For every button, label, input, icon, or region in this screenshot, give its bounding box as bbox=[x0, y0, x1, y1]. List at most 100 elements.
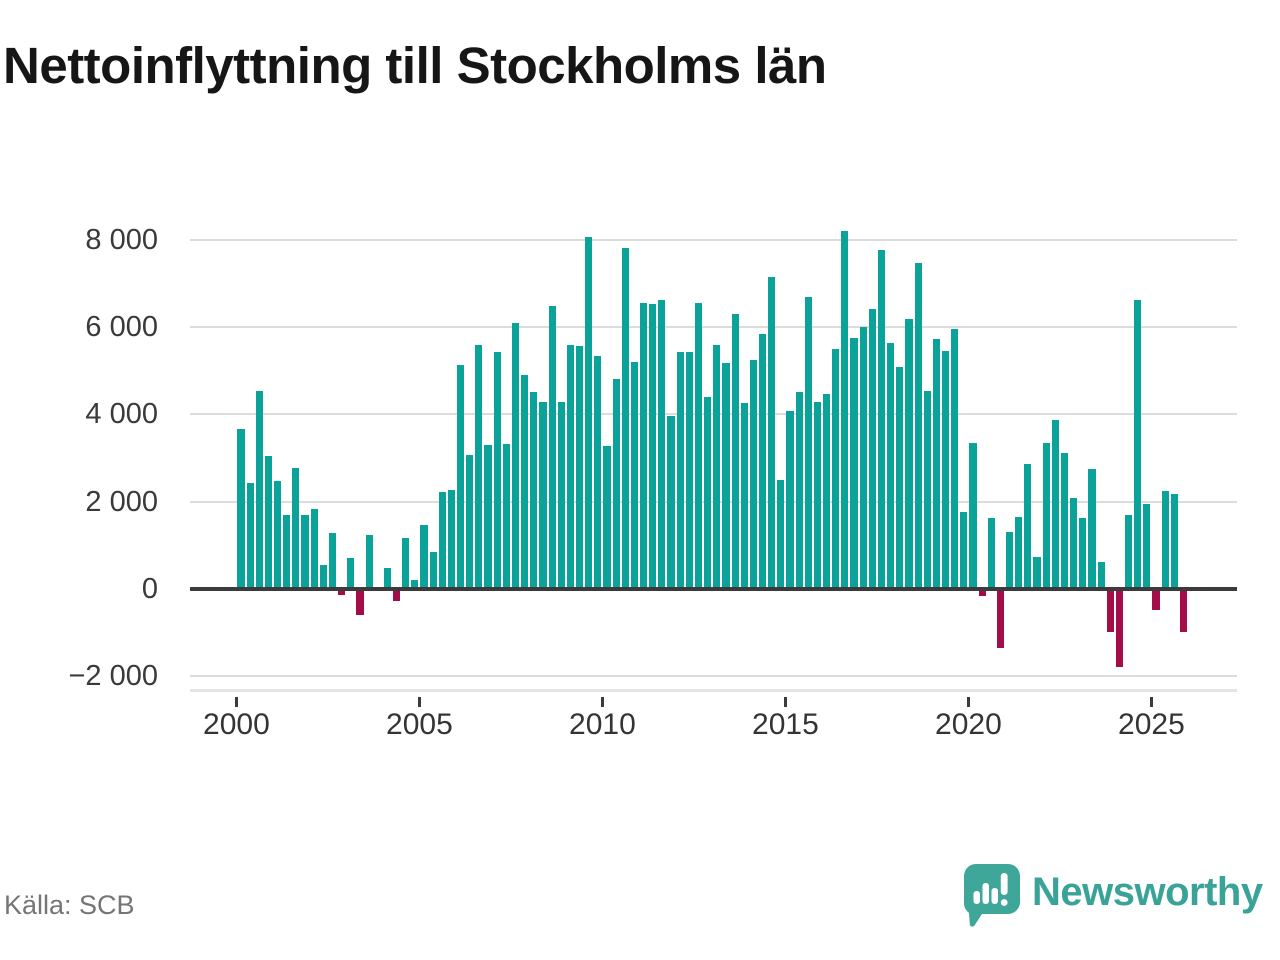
bar-2017-q2 bbox=[868, 309, 876, 589]
bar-2008-q1 bbox=[530, 391, 538, 589]
bar-2010-q4 bbox=[630, 361, 639, 589]
bar-2001-q3 bbox=[292, 468, 300, 589]
gridline-6000 bbox=[190, 326, 1237, 328]
bar-2005-q4 bbox=[447, 490, 456, 589]
bar-2017-q4 bbox=[887, 342, 895, 589]
bar-2007-q1 bbox=[493, 351, 501, 589]
bar-2020-q1 bbox=[969, 442, 977, 589]
bar-2020-q4 bbox=[996, 589, 1005, 648]
bar-2000-q1 bbox=[237, 429, 245, 589]
bar-2009-q4 bbox=[594, 355, 602, 589]
bar-2009-q1 bbox=[566, 344, 574, 589]
bar-2024-q2 bbox=[1124, 514, 1133, 589]
bar-2019-q3 bbox=[951, 328, 959, 589]
bar-2007-q3 bbox=[511, 322, 520, 589]
bar-2013-q1 bbox=[713, 344, 721, 589]
bar-2010-q1 bbox=[603, 445, 611, 589]
x-tick-2005 bbox=[418, 697, 421, 707]
bar-2015-q3 bbox=[804, 296, 812, 589]
bar-2004-q3 bbox=[402, 537, 410, 589]
bar-2014-q1 bbox=[749, 359, 757, 589]
x-tick-label: 2005 bbox=[386, 708, 453, 741]
bar-2025-q3 bbox=[1170, 494, 1178, 589]
y-tick-label: −2 000 bbox=[68, 660, 158, 693]
y-tick-label: 6 000 bbox=[85, 311, 158, 343]
bar-2021-q1 bbox=[1006, 532, 1014, 589]
bar-2008-q4 bbox=[557, 402, 565, 589]
bar-2014-q4 bbox=[777, 480, 785, 589]
bar-2016-q1 bbox=[823, 394, 831, 589]
bar-2000-q3 bbox=[255, 390, 263, 589]
bar-2016-q4 bbox=[850, 337, 858, 589]
bar-2001-q1 bbox=[274, 480, 282, 589]
bar-2005-q2 bbox=[429, 552, 437, 589]
bar-2012-q2 bbox=[685, 352, 693, 589]
bar-2023-q4 bbox=[1106, 589, 1114, 633]
bar-2010-q3 bbox=[621, 248, 629, 589]
bar-2024-q4 bbox=[1143, 504, 1151, 589]
x-tick-label: 2015 bbox=[752, 708, 819, 741]
bar-2010-q2 bbox=[612, 379, 620, 589]
newsworthy-wordmark: Newsworthy bbox=[1032, 870, 1263, 914]
bar-2004-q4 bbox=[411, 580, 419, 589]
bar-2021-q2 bbox=[1015, 517, 1023, 589]
chart-title: Nettoinflyttning till Stockholms län bbox=[3, 37, 827, 94]
bar-2012-q1 bbox=[676, 352, 684, 589]
bar-2023-q2 bbox=[1088, 468, 1096, 589]
source-label: Källa: SCB bbox=[4, 890, 135, 920]
bar-2000-q2 bbox=[246, 482, 254, 589]
bar-2018-q1 bbox=[896, 367, 904, 589]
bar-2022-q2 bbox=[1051, 420, 1059, 589]
bar-2018-q2 bbox=[905, 319, 913, 589]
bar-2009-q3 bbox=[585, 237, 593, 589]
bar-2022-q4 bbox=[1070, 498, 1078, 589]
bar-2020-q2 bbox=[978, 589, 986, 596]
bar-2021-q3 bbox=[1024, 464, 1032, 589]
bar-2002-q1 bbox=[310, 509, 318, 589]
bar-2000-q4 bbox=[264, 455, 273, 589]
bar-2005-q3 bbox=[438, 492, 446, 589]
bar-2008-q3 bbox=[548, 306, 556, 589]
y-tick-label: 2 000 bbox=[85, 485, 158, 518]
bar-2023-q3 bbox=[1097, 562, 1105, 589]
bar-2015-q2 bbox=[795, 392, 803, 589]
zero-line bbox=[190, 587, 1237, 591]
bar-2005-q1 bbox=[420, 525, 428, 589]
bar-2025-q4 bbox=[1179, 589, 1188, 632]
x-axis-baseline bbox=[190, 689, 1237, 692]
bar-2006-q2 bbox=[466, 454, 474, 589]
bar-2023-q1 bbox=[1079, 517, 1087, 589]
bar-2011-q2 bbox=[649, 304, 657, 589]
bar-2008-q2 bbox=[539, 401, 547, 589]
bar-2012-q3 bbox=[694, 303, 703, 589]
bar-2014-q3 bbox=[768, 277, 776, 589]
bar-2002-q2 bbox=[319, 564, 327, 589]
x-tick-2010 bbox=[601, 697, 604, 707]
bar-2003-q2 bbox=[356, 589, 364, 615]
bar-2019-q4 bbox=[960, 512, 968, 589]
y-tick-label: 8 000 bbox=[85, 223, 158, 256]
bar-2003-q1 bbox=[347, 558, 355, 589]
x-tick-2025 bbox=[1150, 697, 1153, 707]
bar-2007-q2 bbox=[502, 443, 510, 589]
bar-chart: 8 000 6 000 4 000 2 000 0 −2 000 2000 2005 2010… bbox=[0, 222, 1280, 782]
bar-2013-q4 bbox=[740, 402, 748, 589]
bar-2016-q2 bbox=[832, 349, 840, 589]
bar-2001-q2 bbox=[283, 514, 291, 589]
bar-2011-q4 bbox=[667, 416, 675, 589]
bar-2020-q3 bbox=[987, 518, 995, 589]
bar-2013-q2 bbox=[722, 362, 730, 589]
gridline--2000 bbox=[190, 675, 1237, 678]
bar-2004-q2 bbox=[392, 589, 401, 602]
bar-2018-q4 bbox=[923, 390, 931, 589]
bar-2002-q4 bbox=[338, 589, 346, 596]
y-tick-label: 0 bbox=[141, 573, 158, 605]
bar-2003-q3 bbox=[365, 535, 373, 589]
bar-2016-q3 bbox=[841, 231, 849, 589]
bar-2013-q3 bbox=[731, 313, 739, 589]
bar-2012-q4 bbox=[704, 396, 712, 589]
bar-2025-q2 bbox=[1161, 491, 1169, 589]
bar-2006-q1 bbox=[457, 365, 465, 589]
bar-2018-q3 bbox=[914, 263, 922, 589]
bar-2006-q4 bbox=[484, 444, 492, 589]
